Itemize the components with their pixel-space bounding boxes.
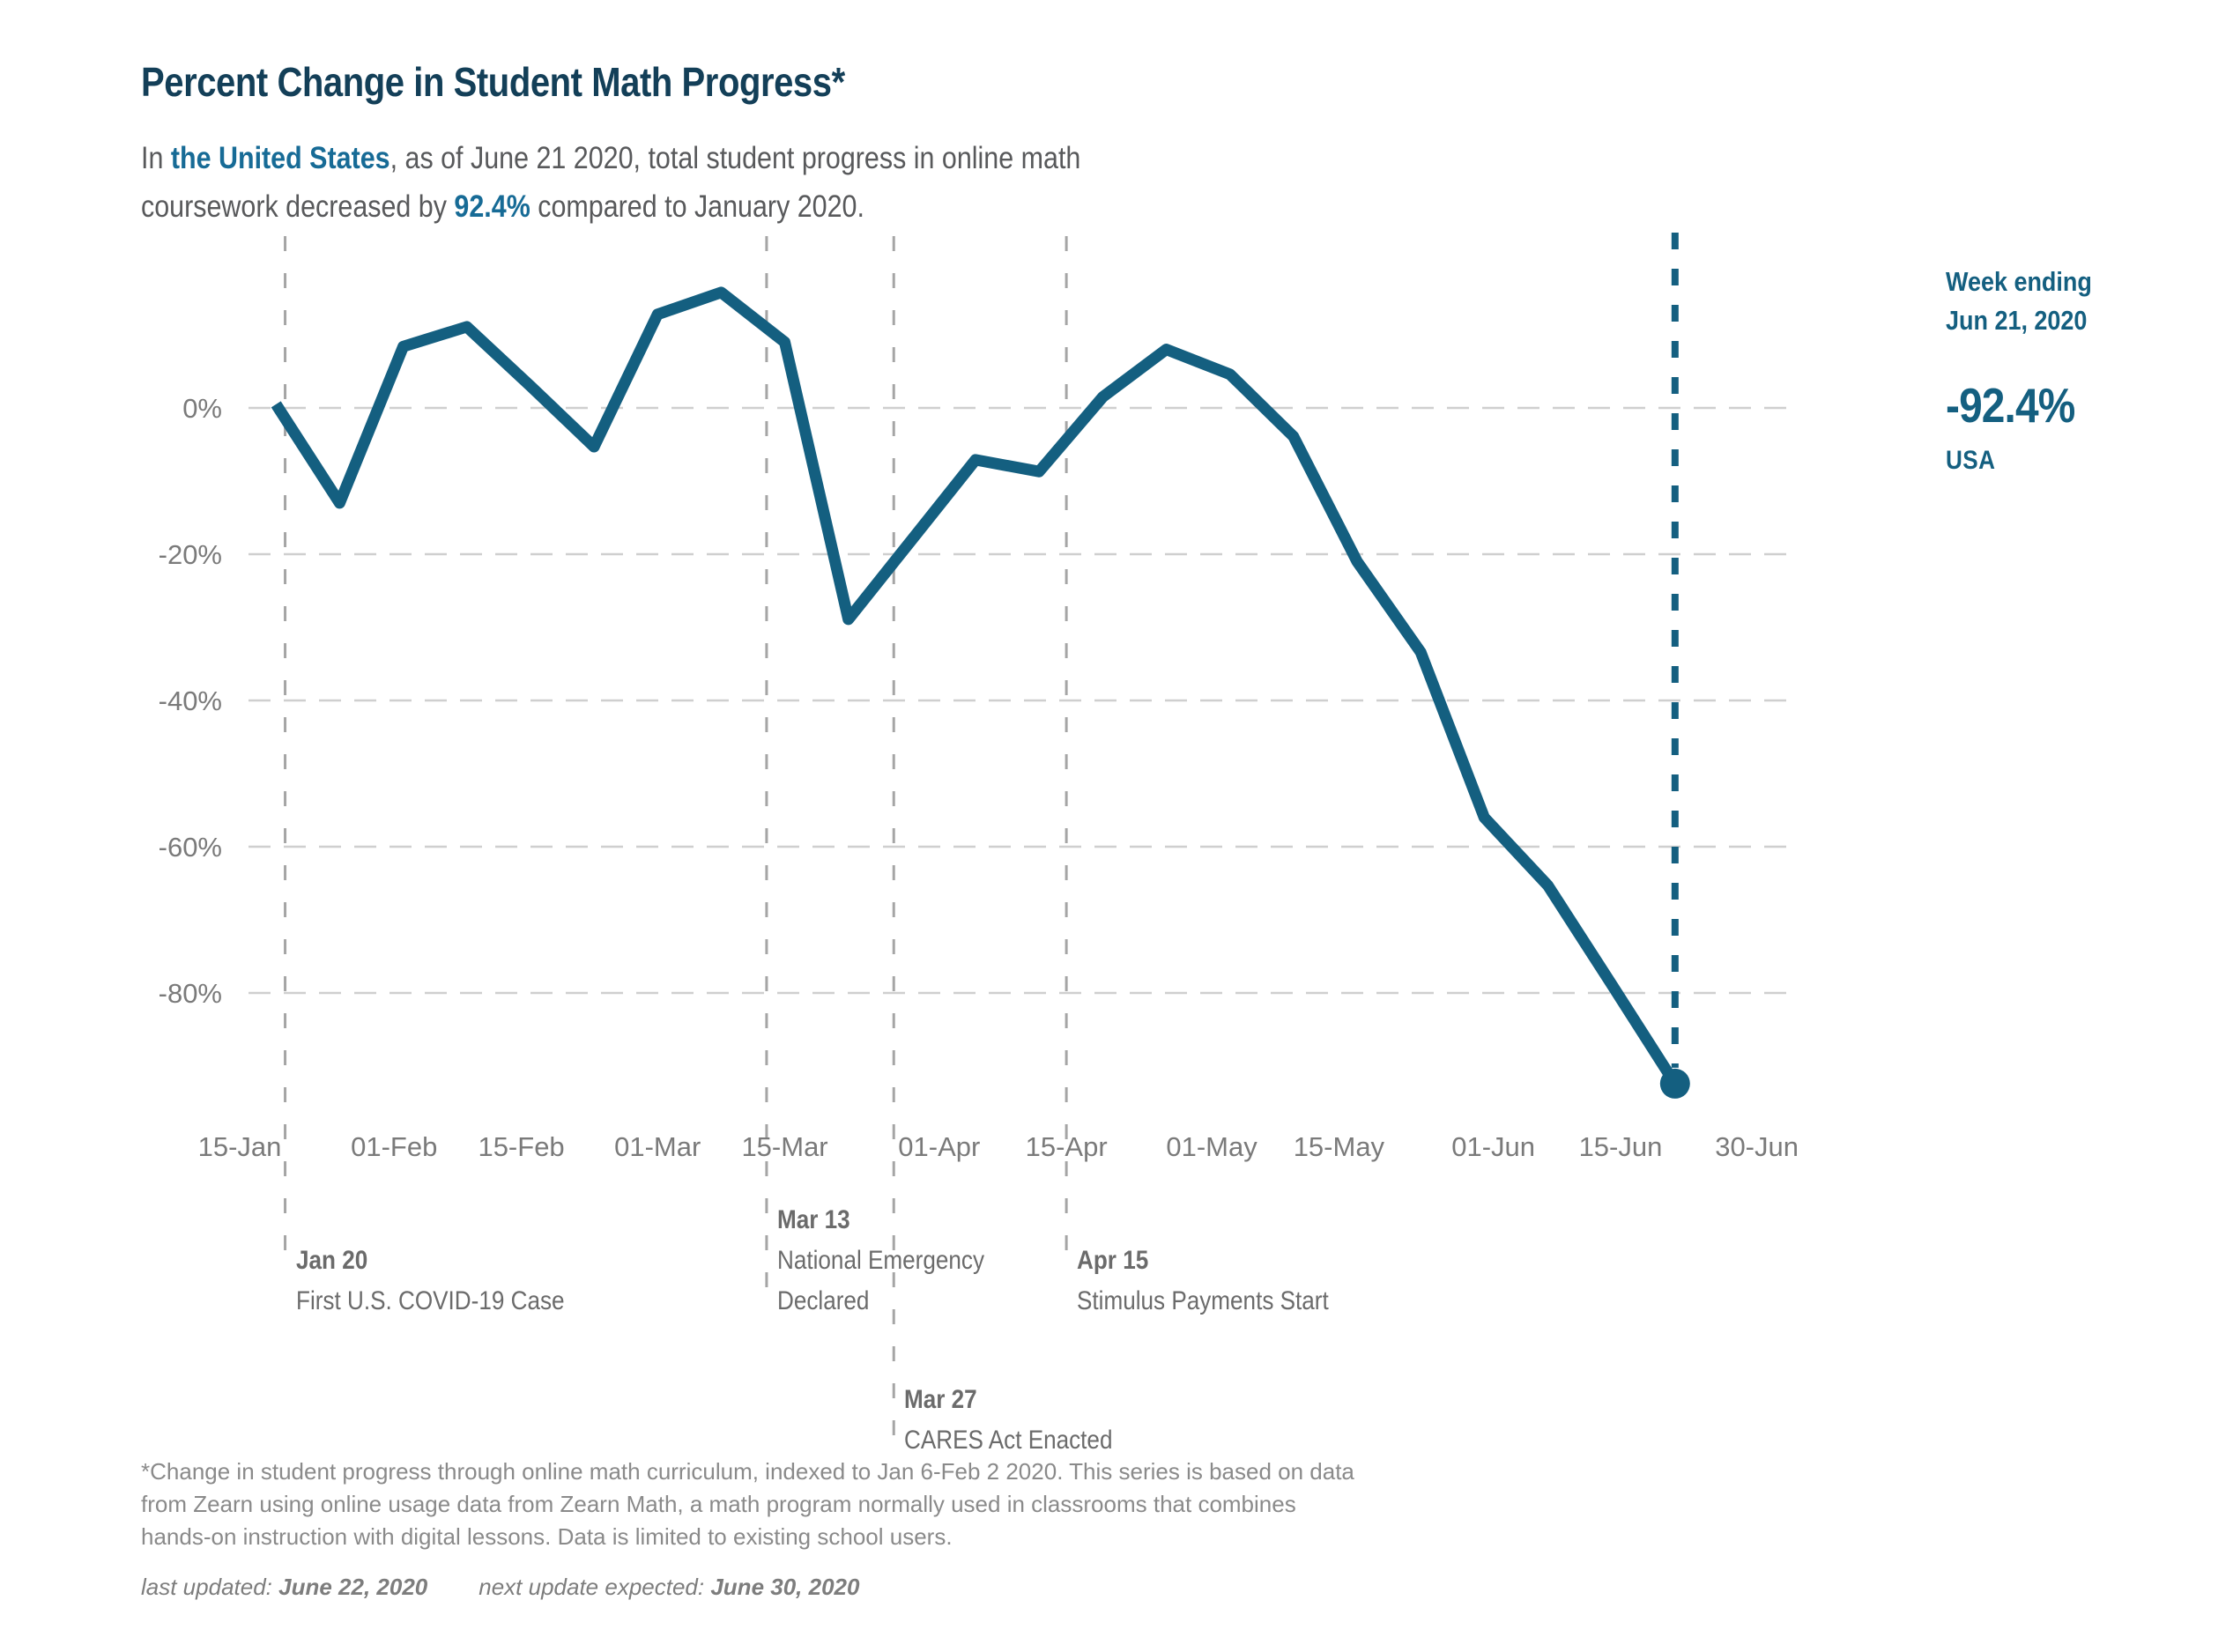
- footnote-line-2: from Zearn using online usage data from …: [141, 1491, 1296, 1517]
- x-tick-label-15-Jun: 15-Jun: [1579, 1131, 1663, 1162]
- x-tick-label-15-Feb: 15-Feb: [478, 1131, 564, 1162]
- callout-heading-line2: Jun 21, 2020: [1946, 305, 2088, 336]
- x-tick-label-01-Jun: 01-Jun: [1451, 1131, 1535, 1162]
- last-updated: last updated: June 22, 2020: [141, 1574, 428, 1600]
- subtitle-text-1: In: [141, 141, 171, 175]
- annotation-date: Mar 27: [904, 1385, 977, 1414]
- endpoint-callout: Week ending Jun 21, 2020 -92.4% USA: [1946, 263, 2092, 476]
- trend-line: [271, 286, 1680, 1087]
- subtitle-text-2: , as of June 21 2020, total student prog…: [141, 141, 1081, 224]
- y-tick-label--80%: -80%: [159, 978, 222, 1009]
- annotation-date: Mar 13: [776, 1205, 850, 1234]
- x-tick-label-01-Apr: 01-Apr: [898, 1131, 980, 1162]
- endpoint-marker: [1659, 1068, 1690, 1099]
- x-tick-label-01-Feb: 01-Feb: [351, 1131, 437, 1162]
- y-tick-label--40%: -40%: [159, 685, 222, 716]
- x-tick-label-15-Jan: 15-Jan: [198, 1131, 282, 1162]
- page-title: Percent Change in Student Math Progress*: [141, 59, 845, 105]
- callout-region-label: USA: [1946, 446, 1996, 475]
- x-tick-label-01-Mar: 01-Mar: [614, 1131, 701, 1162]
- subtitle-text-3: compared to January 2020.: [530, 189, 864, 224]
- footnote-line-3: hands-on instruction with digital lesson…: [141, 1523, 953, 1550]
- callout-heading-line1: Week ending: [1946, 266, 2092, 297]
- annotation-mar-13: Mar 13 National Emergency Declared: [777, 1200, 984, 1322]
- annotation-apr-15: Apr 15 Stimulus Payments Start: [1077, 1241, 1329, 1322]
- annotation-text: Declared: [776, 1286, 870, 1315]
- annotation-jan-20: Jan 20 First U.S. COVID-19 Case: [296, 1241, 565, 1322]
- annotation-date: Jan 20: [295, 1246, 367, 1275]
- annotation-text: Stimulus Payments Start: [1077, 1286, 1329, 1315]
- annotation-text: First U.S. COVID-19 Case: [295, 1286, 565, 1315]
- callout-value: -92.4%: [1946, 378, 2075, 433]
- update-status: last updated: June 22, 2020 next update e…: [141, 1574, 859, 1601]
- subtitle-region: the United States: [170, 141, 390, 175]
- annotation-mar-27: Mar 27 CARES Act Enacted: [904, 1380, 1112, 1461]
- y-tick-label--20%: -20%: [159, 539, 222, 570]
- next-update: next update expected: June 30, 2020: [478, 1574, 860, 1600]
- x-tick-label-15-Apr: 15-Apr: [1026, 1131, 1108, 1162]
- x-tick-label-01-May: 01-May: [1166, 1131, 1257, 1162]
- annotation-date: Apr 15: [1077, 1246, 1149, 1275]
- subtitle-value: 92.4%: [454, 189, 530, 224]
- x-tick-label-30-Jun: 30-Jun: [1715, 1131, 1799, 1162]
- annotation-text: National Emergency: [776, 1246, 984, 1275]
- y-tick-label--60%: -60%: [159, 832, 222, 863]
- annotation-text: CARES Act Enacted: [904, 1426, 1113, 1455]
- x-tick-label-15-May: 15-May: [1294, 1131, 1385, 1162]
- chart-subtitle: In the United States, as of June 21 2020…: [141, 134, 1214, 231]
- x-tick-label-15-Mar: 15-Mar: [741, 1131, 827, 1162]
- y-tick-label-0%: 0%: [182, 393, 222, 424]
- footnote: *Change in student progress through onli…: [141, 1456, 1354, 1553]
- footnote-line-1: *Change in student progress through onli…: [141, 1458, 1354, 1485]
